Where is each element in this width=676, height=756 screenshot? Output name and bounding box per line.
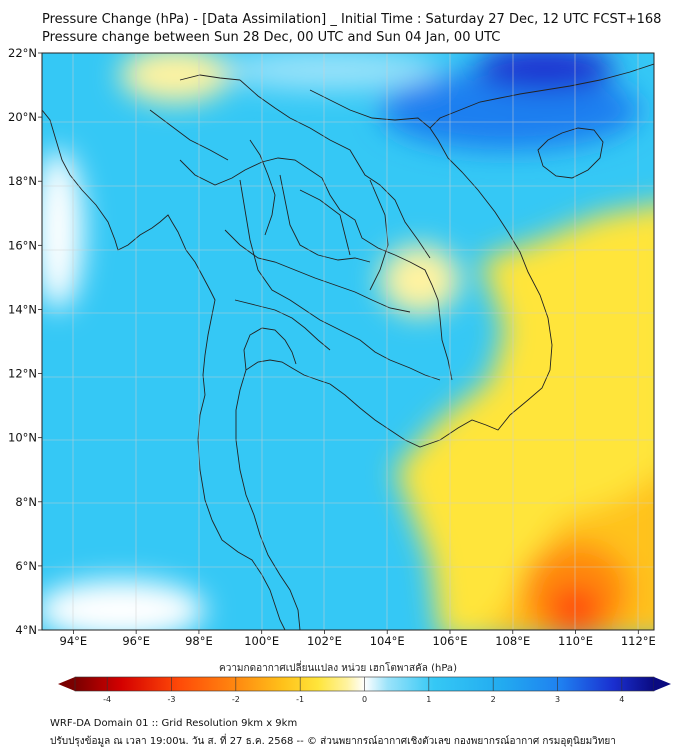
colorbar-tick-label: -1 [296,695,304,704]
lat-label: 22°N [8,46,37,60]
lon-label: 102°E [307,634,342,648]
colorbar-tick-label: -4 [103,695,111,704]
map-frame [41,52,655,631]
lon-label: 110°E [558,634,593,648]
colorbar-tick-label: 4 [619,695,624,704]
pressure-field [42,53,654,630]
lon-label: 108°E [495,634,530,648]
white-patch-inland [380,245,460,315]
colorbar-tick-label: -3 [168,695,176,704]
border-inner-h [369,179,389,291]
coastlines-and-borders [42,63,654,630]
colorbar-right-extension [654,677,671,691]
coastline-gulf-thailand-north [243,327,297,371]
lon-label: 96°E [122,634,150,648]
white-band-north [220,53,440,90]
footer-update-info: ปรับปรุงข้อมูล ณ เวลา 19:00น. วัน ส. ที่… [50,736,616,747]
colorbar-tick-label: -2 [232,695,240,704]
chart-title: Pressure Change (hPa) - [Data Assimilati… [42,12,662,27]
yellow-patch-northwest [120,53,230,103]
coastline-peninsula-east [235,359,331,630]
white-patch-southwest [42,580,205,630]
lon-label: 94°E [60,634,88,648]
lon-label: 100°E [244,634,279,648]
border-north [179,74,241,81]
deep-blue-northeast [475,53,615,90]
border-inner-c [234,299,331,351]
border-china-vietnam [309,89,431,129]
border-inner-f [299,189,351,256]
chart-subtitle: Pressure change between Sun 28 Dec, 00 U… [42,30,501,45]
border-laos-vietnam [239,79,431,259]
field-blobs [42,53,654,630]
coastline-cambodia-vietnam [329,63,654,448]
colorbar-tick-label: 2 [491,695,496,704]
lat-label: 12°N [8,367,37,381]
longitude-axis: 94°E 96°E 98°E 100°E 102°E 104°E 106°E 108°E 110… [60,630,656,648]
footer-model-info: WRF-DA Domain 01 :: Grid Resolution 9km … [50,718,298,729]
colorbar-left-extension [58,677,75,691]
lat-label: 14°N [8,302,37,316]
lat-label: 10°N [8,431,37,445]
lat-label: 18°N [8,174,37,188]
colorbar-title: ความกดอากาศเปลี่ยนแปลง หน่วย เฮกโตพาสคัล… [219,663,457,674]
lat-label: 16°N [8,238,37,252]
hainan-island [537,127,604,179]
colorbar-ticks: -4 -3 -2 -1 0 1 2 3 4 [103,677,624,704]
colorbar-tick-label: 0 [362,695,367,704]
lon-label: 98°E [185,634,213,648]
border-inner-b [224,229,411,313]
lat-label: 20°N [8,110,37,124]
lat-label: 4°N [15,623,37,637]
white-patch-west [42,150,83,310]
gridlines [42,53,654,630]
colorbar-tick-label: 1 [426,695,431,704]
lat-label: 6°N [15,559,37,573]
lon-label: 104°E [370,634,405,648]
lon-label: 106°E [433,634,468,648]
coastline-myanmar-west [42,109,216,521]
lat-label: 8°N [15,495,37,509]
border-inner-g [149,109,229,161]
lon-label: 112°E [621,634,656,648]
latitude-axis: 22°N 20°N 18°N 16°N 14°N 12°N 10°N 8°N 6°N 4°N [8,46,42,637]
border-inner-e [249,139,276,236]
border-myanmar-thailand [179,157,453,381]
colorbar: -4 -3 -2 -1 0 1 2 3 4 [58,676,671,704]
colorbar-tick-label: 3 [555,695,560,704]
